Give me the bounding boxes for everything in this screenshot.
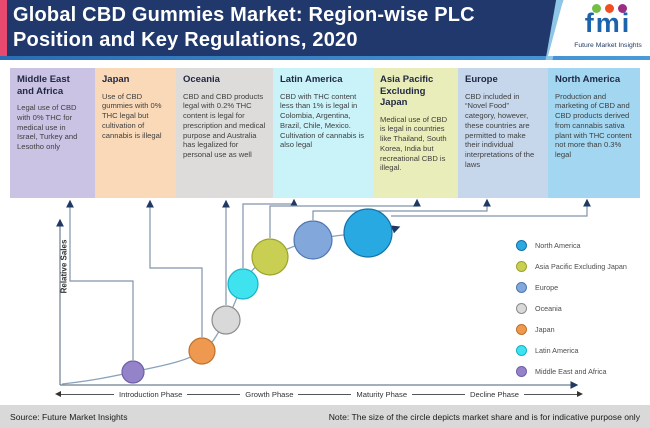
region-column-5: Asia Pacific Excluding Japan Medical use … xyxy=(373,68,458,198)
legend-label: North America xyxy=(535,241,581,250)
region-regulation-text: Legal use of CBD with 0% THC for medical… xyxy=(17,103,78,152)
region-bubbles xyxy=(121,208,393,384)
region-columns-row: Middle East and Africa Legal use of CBD w… xyxy=(10,68,640,198)
phase-axis-segment xyxy=(187,393,241,395)
blue-accent-bar xyxy=(0,56,650,60)
region-regulation-text: Use of CBD gummies with 0% THC legal but… xyxy=(102,91,162,140)
connector-japan xyxy=(146,199,203,337)
bubble-japan xyxy=(188,337,216,365)
title-line-2: Position and Key Regulations, 2020 xyxy=(13,29,358,51)
connector-asia-pacific-excluding-japan xyxy=(269,198,421,238)
region-connectors xyxy=(66,198,591,360)
pink-accent-strip xyxy=(0,0,7,56)
header-banner: Global CBD Gummies Market: Region-wise P… xyxy=(0,0,650,60)
bubble-europe xyxy=(293,220,333,260)
legend-item: Middle East and Africa xyxy=(516,361,627,382)
fmi-logo-subtext: Future Market Insights xyxy=(574,42,642,49)
region-column-6: Europe CBD included in “Novel Food” categ… xyxy=(458,68,548,198)
legend-item: Japan xyxy=(516,319,627,340)
legend-item: North America xyxy=(516,235,627,256)
chart-legend: North America Asia Pacific Excluding Japa… xyxy=(516,235,627,382)
region-title: Middle East and Africa xyxy=(17,74,70,97)
region-title: Latin America xyxy=(280,74,343,85)
bubble-latin-america xyxy=(227,268,259,300)
bell-icon-dot xyxy=(605,4,614,13)
legend-swatch-icon xyxy=(516,324,527,335)
phase-label: Introduction Phase xyxy=(118,389,183,399)
legend-item: Oceania xyxy=(516,298,627,319)
legend-label: Europe xyxy=(535,283,559,292)
axes xyxy=(56,218,579,389)
phase-axis-segment xyxy=(61,393,114,395)
phase-axis-segment xyxy=(298,393,352,395)
region-title: Europe xyxy=(465,74,498,85)
region-column-3: Oceania CBD and CBD products legal with 0… xyxy=(176,68,273,198)
note-text: Note: The size of the circle depicts mar… xyxy=(328,411,640,422)
region-column-7: North America Production and marketing of… xyxy=(548,68,640,198)
plc-curve xyxy=(61,225,401,385)
region-title: Japan xyxy=(102,74,130,85)
legend-swatch-icon xyxy=(516,282,527,293)
phase-label: Growth Phase xyxy=(245,389,294,399)
bubble-asia-pacific-excluding-japan xyxy=(251,238,289,276)
region-regulation-text: CBD and CBD products legal with 0.2% THC… xyxy=(183,91,266,160)
legend-label: Oceania xyxy=(535,304,562,313)
region-title: North America xyxy=(555,74,621,85)
page-title: Global CBD Gummies Market: Region-wise P… xyxy=(13,3,558,53)
fmi-logo-text: fmi xyxy=(584,8,632,38)
bubble-north-america xyxy=(343,208,393,258)
connector-europe xyxy=(312,198,491,220)
legend-item: Latin America xyxy=(516,340,627,361)
region-column-4: Latin America CBD with THC content less t… xyxy=(273,68,373,198)
region-column-2: Japan Use of CBD gummies with 0% THC lega… xyxy=(95,68,176,198)
phase-label: Maturity Phase xyxy=(356,389,408,399)
bubble-oceania xyxy=(211,305,241,335)
legend-label: Japan xyxy=(535,325,555,334)
region-regulation-text: CBD included in “Novel Food” category, h… xyxy=(465,91,535,170)
leaf-icon-dot xyxy=(592,4,601,13)
legend-label: Middle East and Africa xyxy=(535,367,607,376)
legend-swatch-icon xyxy=(516,366,527,377)
legend-label: Asia Pacific Excluding Japan xyxy=(535,262,627,271)
legend-swatch-icon xyxy=(516,303,527,314)
connector-middle-east-and-africa xyxy=(66,199,134,360)
connector-north-america xyxy=(391,198,591,217)
person-icon-dot xyxy=(618,4,627,13)
legend-swatch-icon xyxy=(516,261,527,272)
region-title: Oceania xyxy=(183,74,220,85)
region-column-1: Middle East and Africa Legal use of CBD w… xyxy=(10,68,95,198)
region-regulation-text: Production and marketing of CBD and CBD … xyxy=(555,91,632,160)
phase-axis-segment xyxy=(524,393,577,395)
source-text: Source: Future Market Insights xyxy=(10,411,128,422)
title-line-1: Global CBD Gummies Market: Region-wise P… xyxy=(13,4,475,26)
arrow-right-icon xyxy=(577,391,583,397)
region-regulation-text: CBD with THC content less than 1% is leg… xyxy=(280,91,364,150)
phase-label: Decline Phase xyxy=(470,389,520,399)
legend-label: Latin America xyxy=(535,346,579,355)
arrow-left-icon xyxy=(55,391,61,397)
fmi-logo-dots xyxy=(592,4,627,13)
footer-bar: Source: Future Market Insights Note: The… xyxy=(0,405,650,428)
phase-axis-segment xyxy=(412,393,466,395)
legend-item: Europe xyxy=(516,277,627,298)
phase-axis-row: Introduction Phase Growth Phase Maturity P… xyxy=(55,388,583,400)
header-background xyxy=(7,0,650,56)
region-title: Asia Pacific Excluding Japan xyxy=(380,74,434,108)
y-axis-label: Relative Sales xyxy=(59,239,69,294)
legend-swatch-icon xyxy=(516,240,527,251)
region-regulation-text: Medical use of CBD is legal in countries… xyxy=(380,114,448,173)
connector-latin-america xyxy=(242,198,298,268)
legend-swatch-icon xyxy=(516,345,527,356)
legend-item: Asia Pacific Excluding Japan xyxy=(516,256,627,277)
bubble-middle-east-and-africa xyxy=(121,360,145,384)
